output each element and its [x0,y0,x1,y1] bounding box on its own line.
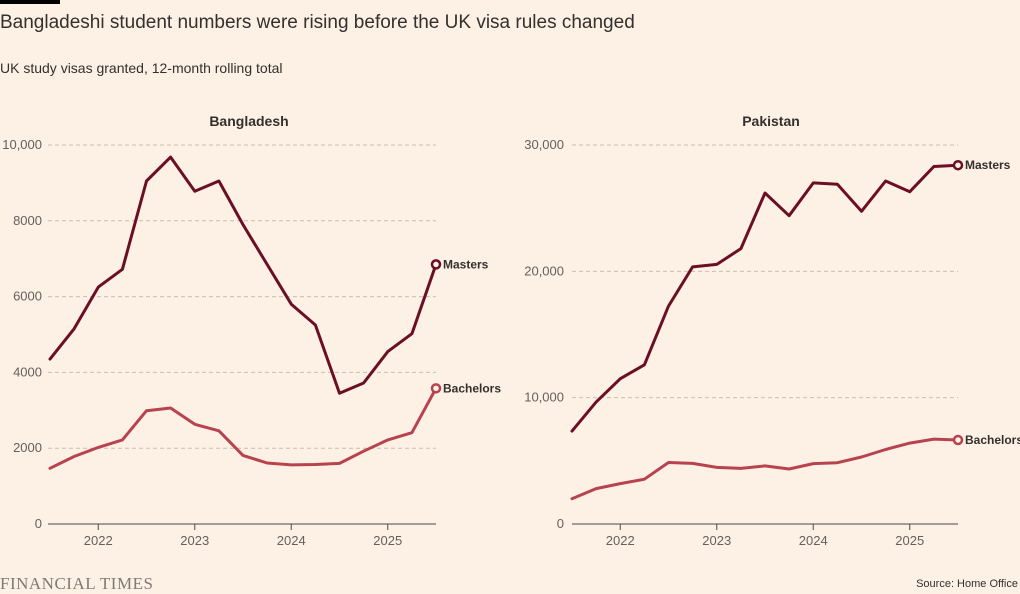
panel-2-title: Pakistan [742,113,800,129]
panel-1-y-tick-label: 4000 [13,364,42,379]
panel-2-y-tick-label: 30,000 [524,137,564,152]
panel-1-y-tick-label: 8000 [13,213,42,228]
panel-2-masters-end-marker [952,159,964,171]
panel-1-masters-label: Masters [443,257,489,271]
chart-subtitle: UK study visas granted, 12-month rolling… [0,60,283,76]
panel-2-bachelors-line [570,437,960,501]
panel-1-y-tick-label: 0 [35,516,42,531]
panel-1-y-tick-label: 6000 [13,289,42,304]
source-note: Source: Home Office [916,578,1018,590]
panel-1-x-tick-label: 2025 [373,533,402,548]
chart-title: Bangladeshi student numbers were rising … [0,12,635,33]
panel-1-masters-line [48,155,438,395]
panel-1-x-tick-label: 2022 [84,533,113,548]
panel-1-bachelors-end-marker [430,383,442,394]
panel-1-title: Bangladesh [209,113,288,129]
panel-2-bachelors-label: Bachelors [965,433,1020,447]
panel-1-y-tick-label: 2000 [13,440,42,455]
panel-2-masters-line [570,163,960,433]
panel-1-y-tick-label: 10,000 [2,137,42,152]
panel-2-y-tick-label: 0 [557,516,564,531]
ft-top-bar [0,0,60,4]
panel-1-x-tick-label: 2024 [277,533,306,548]
panel-1-x-tick-label: 2023 [180,533,209,548]
panel-1-bachelors-label: Bachelors [443,381,501,395]
ft-logo: FINANCIAL TIMES [0,574,154,593]
panel-2-y-tick-label: 20,000 [524,263,564,278]
panel-2-x-tick-label: 2024 [799,533,828,548]
panel-1-bachelors-line [48,386,438,470]
panel-2-masters-label: Masters [965,158,1011,172]
panel-2-x-tick-label: 2025 [895,533,924,548]
panel-2-bachelors-end-marker [952,434,964,446]
panel-2-x-tick-label: 2022 [606,533,635,548]
panel-2-y-tick-label: 10,000 [524,390,564,405]
panel-2-x-tick-label: 2023 [702,533,731,548]
panel-1-masters-end-marker [430,259,442,270]
